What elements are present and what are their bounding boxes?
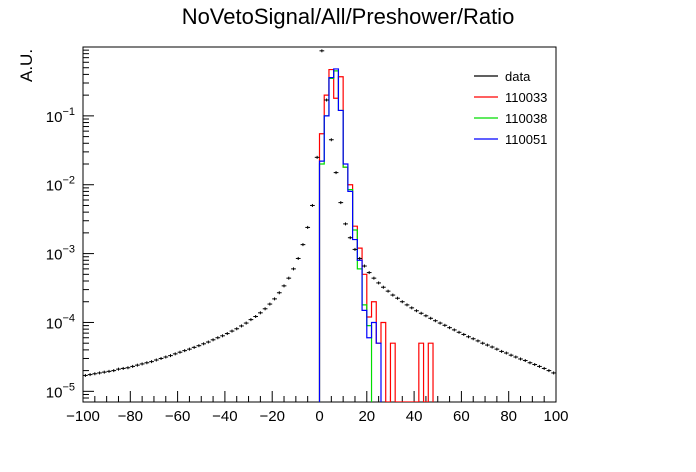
legend-label-110033: 110033 (505, 90, 547, 105)
series-110038-histogram (318, 70, 373, 402)
y-tick-label: 10−4 (46, 312, 75, 332)
y-tick-label: 10−3 (46, 244, 75, 264)
series-110033-histogram (318, 68, 434, 402)
y-tick-label: 10−1 (46, 106, 75, 126)
x-tick-label: −40 (212, 408, 237, 425)
x-tick-label: −80 (118, 408, 143, 425)
legend-label-110051: 110051 (505, 132, 547, 147)
x-tick-label: 20 (358, 408, 375, 425)
legend-label-110038: 110038 (505, 111, 547, 126)
y-tick-label: 10−5 (46, 381, 75, 401)
x-tick-label: −100 (66, 408, 100, 425)
series-110051-histogram (318, 68, 382, 402)
x-tick-label: 0 (315, 408, 323, 425)
x-tick-label: 60 (453, 408, 470, 425)
x-tick-label: 100 (543, 408, 568, 425)
x-tick-label: −60 (165, 408, 190, 425)
chart-title: NoVetoSignal/All/Preshower/Ratio (181, 4, 515, 29)
x-tick-label: 40 (406, 408, 423, 425)
y-tick-label: 10−2 (46, 175, 75, 195)
x-tick-label: 80 (500, 408, 517, 425)
x-tick-label: −20 (259, 408, 284, 425)
legend-label-data: data (505, 69, 531, 84)
